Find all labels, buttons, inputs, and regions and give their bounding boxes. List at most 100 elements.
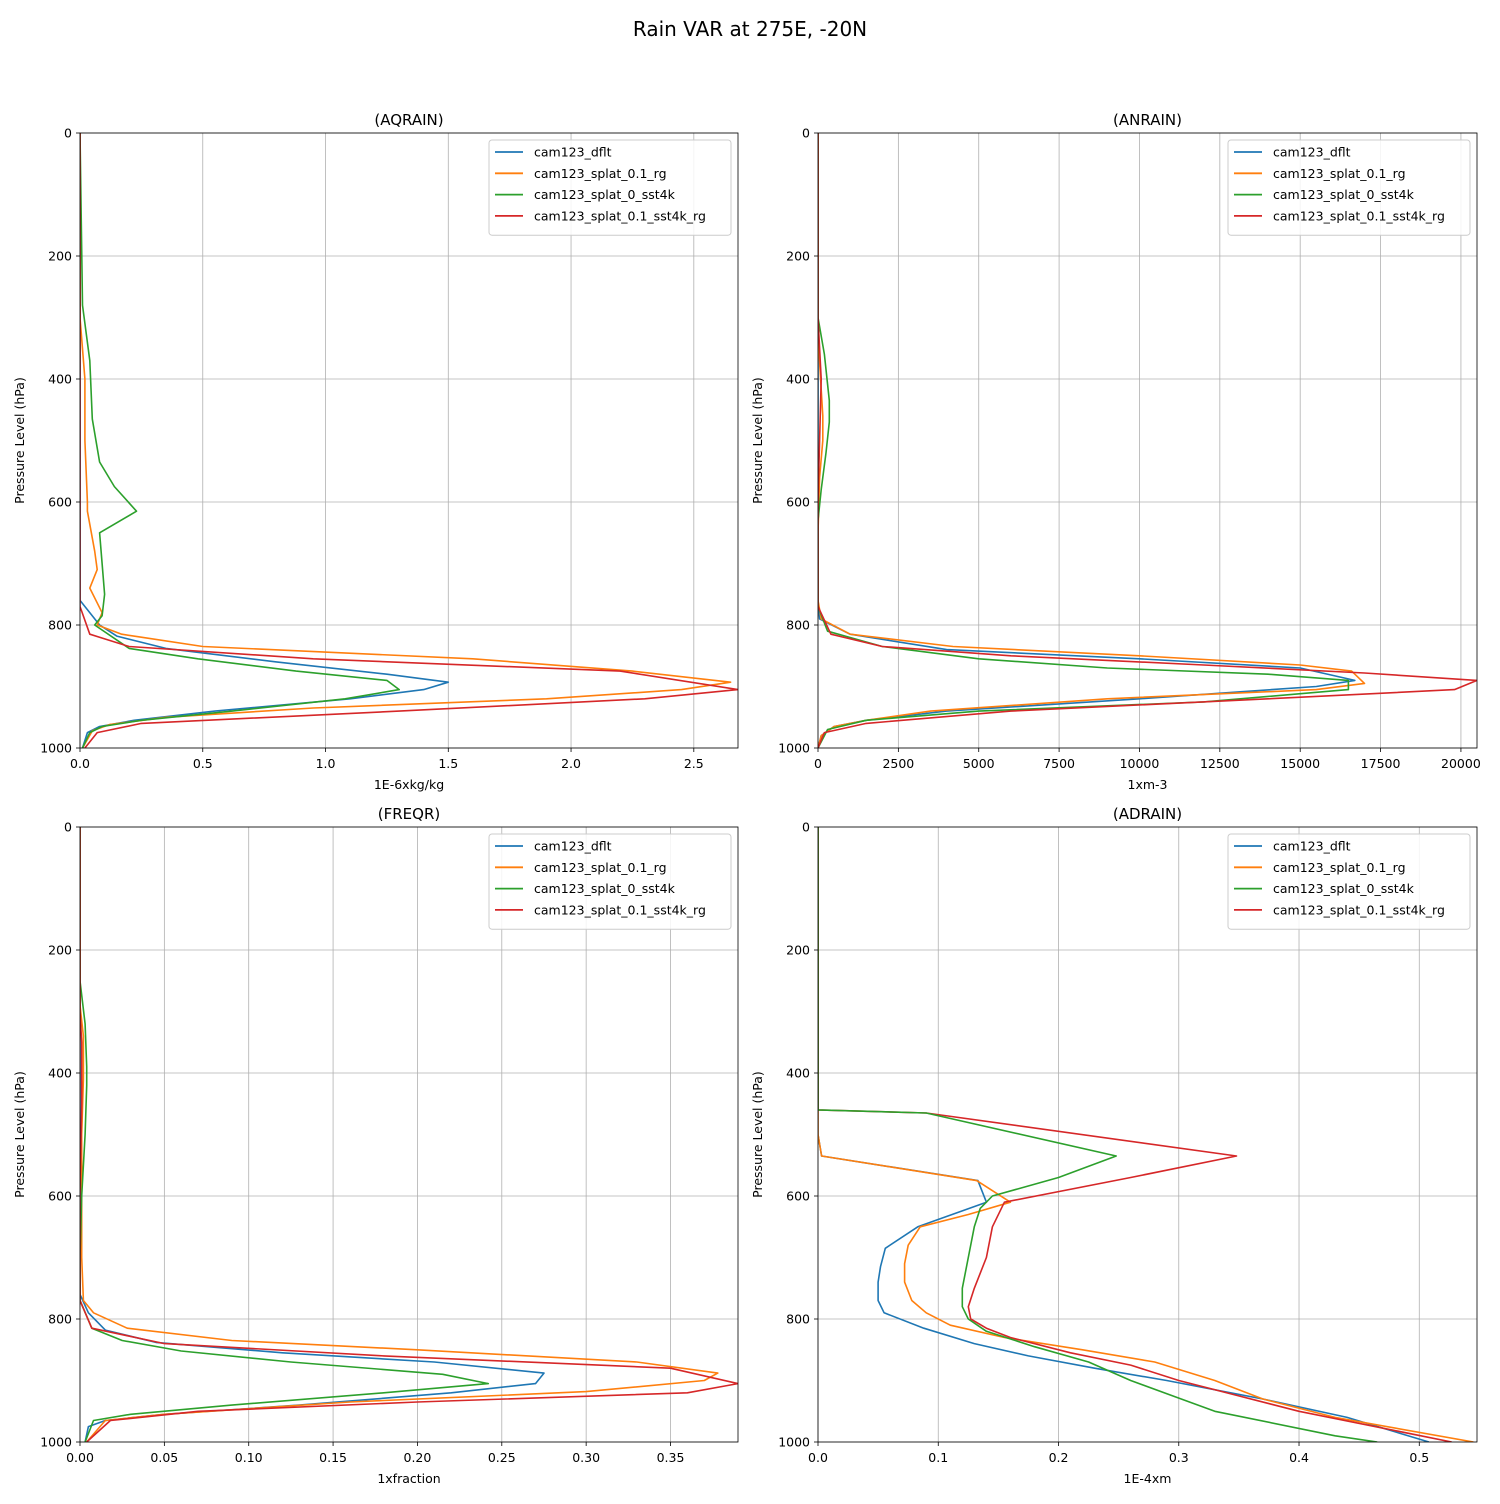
x-axis-label: 1E-6xkg/kg — [374, 777, 444, 792]
series-line-cam123_splat_0.1_rg — [818, 827, 1474, 1442]
legend-label-cam123_splat_0.1_rg: cam123_splat_0.1_rg — [534, 860, 667, 875]
x-tick-label: 0 — [814, 756, 822, 771]
series-line-cam123_splat_0.1_rg — [80, 827, 719, 1442]
x-tick-label: 20000 — [1441, 756, 1481, 771]
y-tick-label: 400 — [48, 372, 72, 387]
y-tick-label: 800 — [786, 1312, 810, 1327]
figure-title: Rain VAR at 275E, -20N — [633, 17, 867, 41]
x-tick-label: 0.0 — [808, 1450, 828, 1465]
x-tick-label: 15000 — [1280, 756, 1320, 771]
legend-label-cam123_splat_0_sst4k: cam123_splat_0_sst4k — [534, 881, 676, 896]
x-tick-label: 0.05 — [150, 1450, 178, 1465]
legend-label-cam123_splat_0.1_rg: cam123_splat_0.1_rg — [1273, 860, 1406, 875]
y-axis-label: Pressure Level (hPa) — [750, 377, 765, 504]
x-tick-label: 5000 — [963, 756, 995, 771]
y-tick-label: 800 — [786, 618, 810, 633]
legend-label-cam123_splat_0.1_rg: cam123_splat_0.1_rg — [1273, 166, 1406, 181]
y-axis-label: Pressure Level (hPa) — [12, 1071, 27, 1198]
series-group — [80, 133, 738, 748]
legend-label-cam123_splat_0.1_sst4k_rg: cam123_splat_0.1_sst4k_rg — [534, 208, 706, 223]
series-line-cam123_splat_0_sst4k — [818, 827, 1378, 1442]
y-tick-label: 200 — [786, 249, 810, 264]
legend-box — [488, 139, 732, 236]
x-tick-label: 0.5 — [193, 756, 213, 771]
y-tick-label: 1000 — [40, 1435, 72, 1450]
x-tick-label: 10000 — [1120, 756, 1160, 771]
y-tick-label: 400 — [48, 1066, 72, 1081]
legend-label-cam123_splat_0.1_sst4k_rg: cam123_splat_0.1_sst4k_rg — [534, 902, 706, 917]
series-line-cam123_splat_0_sst4k — [80, 827, 490, 1442]
legend-label-cam123_dflt: cam123_dflt — [1273, 839, 1351, 854]
x-tick-label: 7500 — [1043, 756, 1075, 771]
axes-frame — [79, 132, 739, 749]
x-tick-label: 0.30 — [572, 1450, 600, 1465]
chart-panel-4: 0.0 0.1 0.2 0.3 0.4 0.5 0 200 400 600 800 1000 (ADRA… — [750, 805, 1478, 1486]
axes-frame — [817, 826, 1478, 1443]
y-tick-label: 400 — [786, 372, 810, 387]
series-group — [818, 133, 1477, 748]
legend-box — [488, 833, 732, 930]
x-tick-label: 0.3 — [1169, 1450, 1189, 1465]
chart-title: (ANRAIN) — [1113, 111, 1182, 129]
x-tick-label: 2.5 — [684, 756, 704, 771]
y-tick-label: 0 — [802, 820, 810, 835]
y-tick-label: 600 — [786, 1189, 810, 1204]
chart-title: (FREQR) — [378, 805, 440, 823]
x-tick-label: 0.5 — [1409, 1450, 1429, 1465]
legend-label-cam123_splat_0_sst4k: cam123_splat_0_sst4k — [1273, 881, 1415, 896]
y-tick-label: 0 — [802, 126, 810, 141]
chart-panel-2: 0 2500 5000 7500 10000 12500 15000 17500 20000 0 2… — [750, 111, 1481, 792]
y-tick-label: 600 — [786, 495, 810, 510]
y-axis-label: Pressure Level (hPa) — [750, 1071, 765, 1198]
chart-panel-1: 0.0 0.5 1.0 1.5 2.0 2.5 0 200 400 600 800 1000 (AQRA… — [12, 111, 739, 792]
legend-label-cam123_splat_0.1_sst4k_rg: cam123_splat_0.1_sst4k_rg — [1273, 902, 1445, 917]
y-tick-label: 600 — [48, 495, 72, 510]
x-tick-label: 0.2 — [1049, 1450, 1069, 1465]
legend-label-cam123_splat_0.1_sst4k_rg: cam123_splat_0.1_sst4k_rg — [1273, 208, 1445, 223]
x-axis-label: 1xfraction — [377, 1471, 440, 1486]
y-axis-label: Pressure Level (hPa) — [12, 377, 27, 504]
y-tick-label: 800 — [48, 1312, 72, 1327]
y-tick-label: 200 — [786, 943, 810, 958]
series-line-cam123_splat_0.1_sst4k_rg — [80, 133, 738, 748]
y-tick-label: 1000 — [778, 1435, 810, 1450]
y-tick-label: 1000 — [40, 741, 72, 756]
series-group — [80, 827, 738, 1442]
legend-label-cam123_splat_0_sst4k: cam123_splat_0_sst4k — [534, 187, 676, 202]
y-tick-label: 1000 — [778, 741, 810, 756]
legend-label-cam123_splat_0.1_rg: cam123_splat_0.1_rg — [534, 166, 667, 181]
series-line-cam123_splat_0.1_rg — [818, 133, 1366, 748]
x-axis-label: 1E-4xm — [1124, 1471, 1172, 1486]
chart-panel-3: 0.00 0.05 0.10 0.15 0.20 0.25 0.30 0.35 0 200 400 6… — [12, 805, 739, 1486]
x-tick-label: 0.4 — [1289, 1450, 1309, 1465]
y-tick-label: 600 — [48, 1189, 72, 1204]
x-tick-label: 17500 — [1361, 756, 1401, 771]
legend: cam123_dflt cam123_splat_0.1_rg cam123_spl… — [1227, 139, 1471, 236]
x-tick-label: 0.00 — [66, 1450, 94, 1465]
legend: cam123_dflt cam123_splat_0.1_rg cam123_spl… — [1227, 833, 1471, 930]
legend-box — [1227, 833, 1471, 930]
x-tick-label: 0.1 — [928, 1450, 948, 1465]
y-tick-label: 800 — [48, 618, 72, 633]
y-tick-label: 400 — [786, 1066, 810, 1081]
series-line-cam123_splat_0.1_sst4k_rg — [80, 827, 738, 1442]
axes-frame — [817, 132, 1478, 749]
chart-title: (ADRAIN) — [1113, 805, 1182, 823]
x-tick-label: 1.0 — [316, 756, 336, 771]
series-group — [818, 827, 1474, 1442]
legend: cam123_dflt cam123_splat_0.1_rg cam123_spl… — [488, 139, 732, 236]
x-tick-label: 0.0 — [70, 756, 90, 771]
x-tick-label: 0.25 — [488, 1450, 516, 1465]
legend-label-cam123_dflt: cam123_dflt — [534, 839, 612, 854]
x-axis-label: 1xm-3 — [1128, 777, 1168, 792]
x-tick-label: 0.10 — [235, 1450, 263, 1465]
series-line-cam123_splat_0.1_rg — [80, 133, 732, 748]
y-tick-label: 0 — [64, 820, 72, 835]
y-tick-label: 200 — [48, 249, 72, 264]
legend-label-cam123_dflt: cam123_dflt — [534, 145, 612, 160]
x-tick-label: 2.0 — [561, 756, 581, 771]
x-tick-label: 1.5 — [438, 756, 458, 771]
legend-label-cam123_dflt: cam123_dflt — [1273, 145, 1351, 160]
